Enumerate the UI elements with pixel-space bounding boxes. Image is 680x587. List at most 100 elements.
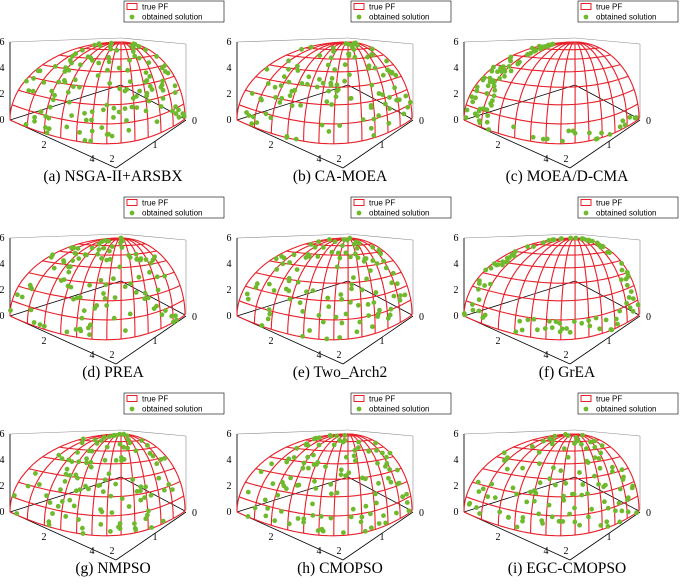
solution-point [366, 449, 371, 454]
solution-point [353, 55, 358, 60]
solution-point [493, 495, 498, 500]
solution-point [63, 479, 68, 484]
solution-point [287, 80, 292, 85]
legend-pf-label: true PF [142, 199, 168, 208]
solution-point [105, 445, 110, 450]
solution-point [550, 514, 555, 519]
solution-point [98, 522, 103, 527]
solution-point [530, 444, 535, 449]
y-tick-label: 1 [153, 532, 158, 543]
solution-point [369, 525, 374, 530]
solution-point [589, 507, 594, 512]
panel-caption: (i) EGC-CMOPSO [454, 560, 680, 578]
pf-meridian [334, 434, 348, 536]
solution-point [33, 471, 38, 476]
solution-point [63, 80, 68, 85]
solution-point [327, 129, 332, 134]
x-tick-label: 2 [496, 140, 501, 151]
pf-parallel [464, 119, 639, 144]
solution-point [76, 246, 81, 251]
solution-point [321, 81, 326, 86]
solution-point [47, 522, 52, 527]
solution-point [321, 245, 326, 250]
solution-point [385, 68, 390, 73]
solution-point [389, 307, 394, 312]
solution-point [598, 451, 603, 456]
solution-point [369, 126, 374, 131]
solution-point [309, 45, 314, 50]
solution-point [395, 281, 400, 286]
solution-point [532, 499, 537, 504]
solution-point [347, 53, 352, 58]
solution-point [49, 89, 54, 94]
solution-point [476, 480, 481, 485]
solution-point [601, 484, 606, 489]
solution-point [602, 499, 607, 504]
solution-point [114, 48, 119, 53]
solution-point [335, 490, 340, 495]
z-tick-label: 0 [454, 311, 459, 322]
solution-point [155, 119, 160, 124]
solution-point [551, 42, 556, 47]
solution-point [37, 482, 42, 487]
solution-point [173, 83, 178, 88]
solution-point [334, 89, 339, 94]
solution-point [477, 511, 482, 516]
legend-solution-label: obtained solution [142, 13, 203, 22]
solution-point [119, 236, 124, 241]
solution-point [107, 471, 112, 476]
solution-point [52, 266, 57, 271]
solution-point [111, 276, 116, 281]
solution-point [352, 47, 357, 52]
legend-solution-label: obtained solution [142, 209, 203, 218]
solution-point [552, 237, 557, 242]
solution-point [80, 440, 85, 445]
solution-point [75, 450, 80, 455]
solution-point [80, 526, 85, 531]
solution-point [342, 79, 347, 84]
panel-caption: (c) MOEA/D-CMA [454, 168, 680, 186]
solution-point [76, 517, 81, 522]
solution-point [64, 472, 69, 477]
solution-point [395, 468, 400, 473]
solution-point [144, 257, 149, 262]
solution-point [76, 459, 81, 464]
x-tick-label: 4 [90, 350, 95, 361]
solution-point [553, 434, 558, 439]
solution-point [120, 496, 125, 501]
solution-point [401, 112, 406, 117]
solution-point [507, 64, 512, 69]
solution-point [485, 91, 490, 96]
solution-point [535, 327, 540, 332]
solution-point [328, 482, 333, 487]
solution-point [173, 313, 178, 318]
solution-point [383, 521, 388, 526]
z-tick-label: 0 [0, 507, 5, 518]
solution-point [627, 295, 632, 300]
solution-point [370, 324, 375, 329]
solution-point [502, 458, 507, 463]
solution-point [90, 129, 95, 134]
solution-point [74, 488, 79, 493]
solution-point [267, 312, 272, 317]
solution-point [130, 477, 135, 482]
solution-point [110, 244, 115, 249]
solution-point [317, 443, 322, 448]
pf-meridian [464, 238, 575, 316]
solution-point [280, 480, 285, 485]
solution-point [274, 267, 279, 272]
solution-point [67, 100, 72, 105]
solution-point [182, 114, 187, 119]
solution-point [306, 466, 311, 471]
solution-point [497, 510, 502, 515]
solution-point [26, 484, 31, 489]
solution-point [376, 481, 381, 486]
y-tick-label: 1 [153, 140, 158, 151]
solution-point [547, 436, 552, 441]
solution-point [114, 433, 119, 438]
solution-point [624, 277, 629, 282]
solution-point [170, 487, 175, 492]
solution-point [149, 493, 154, 498]
